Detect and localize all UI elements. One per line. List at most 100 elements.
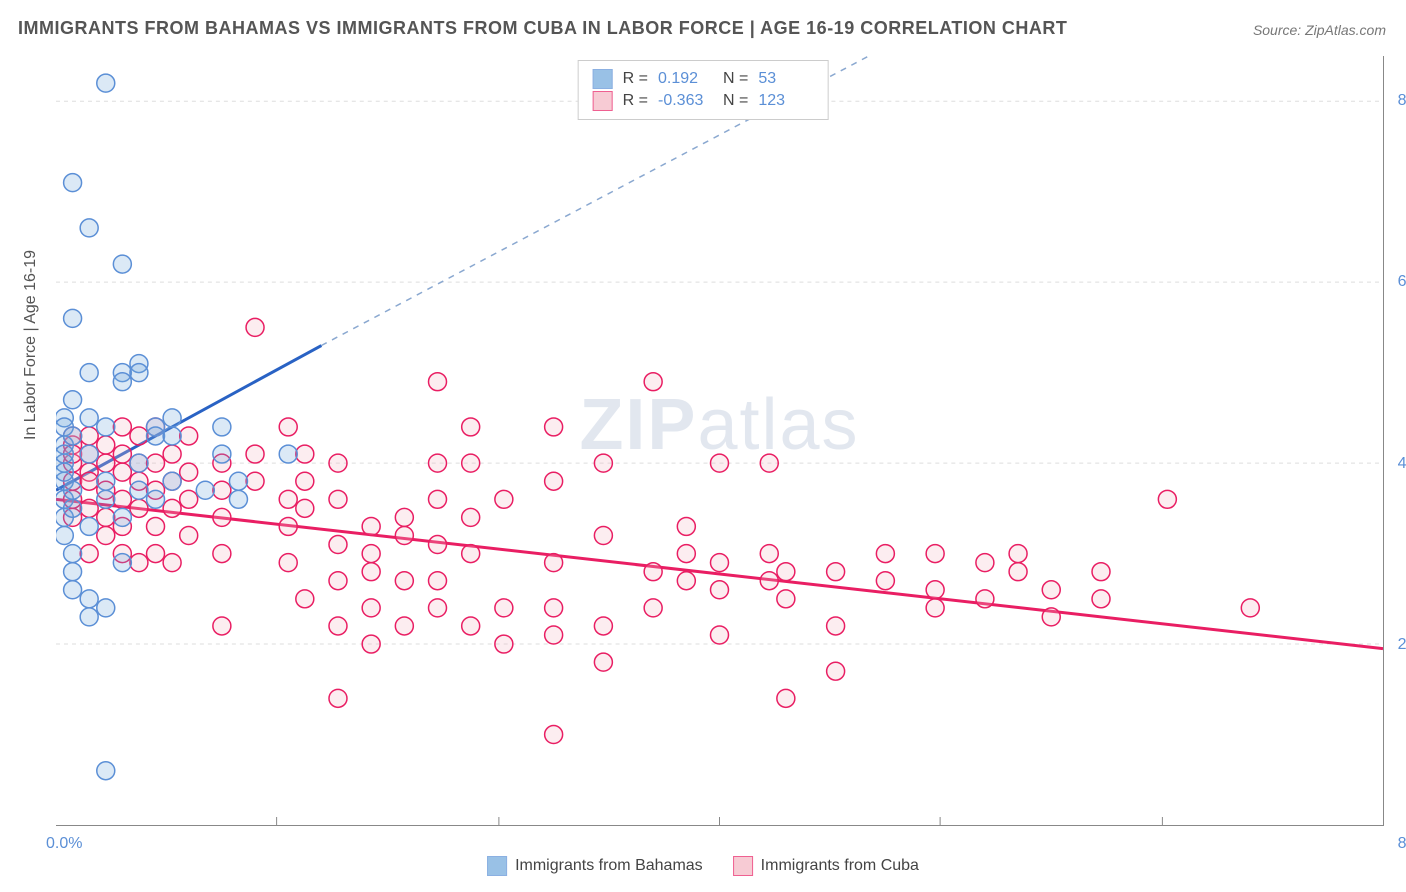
data-point (64, 427, 82, 445)
data-point (545, 599, 563, 617)
data-point (97, 418, 115, 436)
data-point (213, 508, 231, 526)
data-point (644, 563, 662, 581)
data-point (760, 545, 778, 563)
data-point (827, 617, 845, 635)
data-point (462, 545, 480, 563)
data-point (64, 581, 82, 599)
data-point (64, 563, 82, 581)
data-point (429, 599, 447, 617)
data-point (279, 517, 297, 535)
r-value-bahamas: 0.192 (658, 70, 713, 88)
data-point (64, 481, 82, 499)
data-point (545, 472, 563, 490)
data-point (56, 445, 73, 463)
data-point (429, 490, 447, 508)
data-point (395, 617, 413, 635)
data-point (80, 445, 98, 463)
data-point (677, 545, 695, 563)
data-point (113, 554, 131, 572)
legend-label-bahamas: Immigrants from Bahamas (515, 857, 703, 875)
data-point (495, 635, 513, 653)
data-point (976, 554, 994, 572)
data-point (113, 255, 131, 273)
data-point (462, 508, 480, 526)
data-point (777, 689, 795, 707)
data-point (163, 554, 181, 572)
data-point (876, 545, 894, 563)
data-point (362, 599, 380, 617)
data-point (495, 599, 513, 617)
data-point (80, 364, 98, 382)
data-point (395, 572, 413, 590)
data-point (1042, 608, 1060, 626)
n-value-cuba: 123 (758, 92, 813, 110)
data-point (196, 481, 214, 499)
data-point (130, 554, 148, 572)
data-point (64, 499, 82, 517)
data-point (279, 418, 297, 436)
data-point (130, 481, 148, 499)
y-tick: 60.0% (1388, 273, 1406, 291)
data-point (777, 563, 795, 581)
data-point (594, 454, 612, 472)
data-point (80, 545, 98, 563)
x-tick-min: 0.0% (46, 835, 82, 853)
data-point (163, 427, 181, 445)
x-tick-max: 80.0% (1398, 835, 1406, 853)
data-point (113, 445, 131, 463)
data-point (362, 517, 380, 535)
data-point (429, 572, 447, 590)
data-point (395, 508, 413, 526)
n-value-bahamas: 53 (758, 70, 813, 88)
data-point (1092, 590, 1110, 608)
data-point (80, 499, 98, 517)
data-point (147, 427, 165, 445)
data-point (777, 590, 795, 608)
data-point (711, 454, 729, 472)
data-point (97, 74, 115, 92)
data-point (64, 309, 82, 327)
data-point (711, 554, 729, 572)
data-point (163, 445, 181, 463)
legend-row-cuba: R = -0.363 N = 123 (593, 91, 814, 111)
data-point (827, 563, 845, 581)
data-point (80, 608, 98, 626)
data-point (296, 445, 314, 463)
data-point (1042, 581, 1060, 599)
data-point (163, 499, 181, 517)
legend-series: Immigrants from Bahamas Immigrants from … (487, 856, 919, 876)
data-point (429, 536, 447, 554)
data-point (1241, 599, 1259, 617)
data-point (56, 527, 73, 545)
data-point (462, 454, 480, 472)
legend-row-bahamas: R = 0.192 N = 53 (593, 69, 814, 89)
data-point (130, 454, 148, 472)
data-point (329, 617, 347, 635)
data-point (163, 409, 181, 427)
r-value-cuba: -0.363 (658, 92, 713, 110)
data-point (545, 554, 563, 572)
data-point (64, 545, 82, 563)
data-point (1009, 545, 1027, 563)
plot-area: 20.0%40.0%60.0%80.0% 0.0% 80.0% ZIPatlas (56, 56, 1384, 826)
data-point (180, 463, 198, 481)
data-point (545, 418, 563, 436)
data-point (97, 490, 115, 508)
y-axis-label: In Labor Force | Age 16-19 (22, 250, 40, 440)
data-point (462, 418, 480, 436)
data-point (760, 454, 778, 472)
data-point (213, 445, 231, 463)
r-label: R = (623, 70, 648, 88)
data-point (147, 454, 165, 472)
data-point (644, 599, 662, 617)
data-point (329, 490, 347, 508)
data-point (1158, 490, 1176, 508)
data-point (64, 174, 82, 192)
data-point (246, 318, 264, 336)
data-point (80, 219, 98, 237)
data-point (80, 427, 98, 445)
data-point (926, 545, 944, 563)
data-point (279, 445, 297, 463)
data-point (429, 454, 447, 472)
